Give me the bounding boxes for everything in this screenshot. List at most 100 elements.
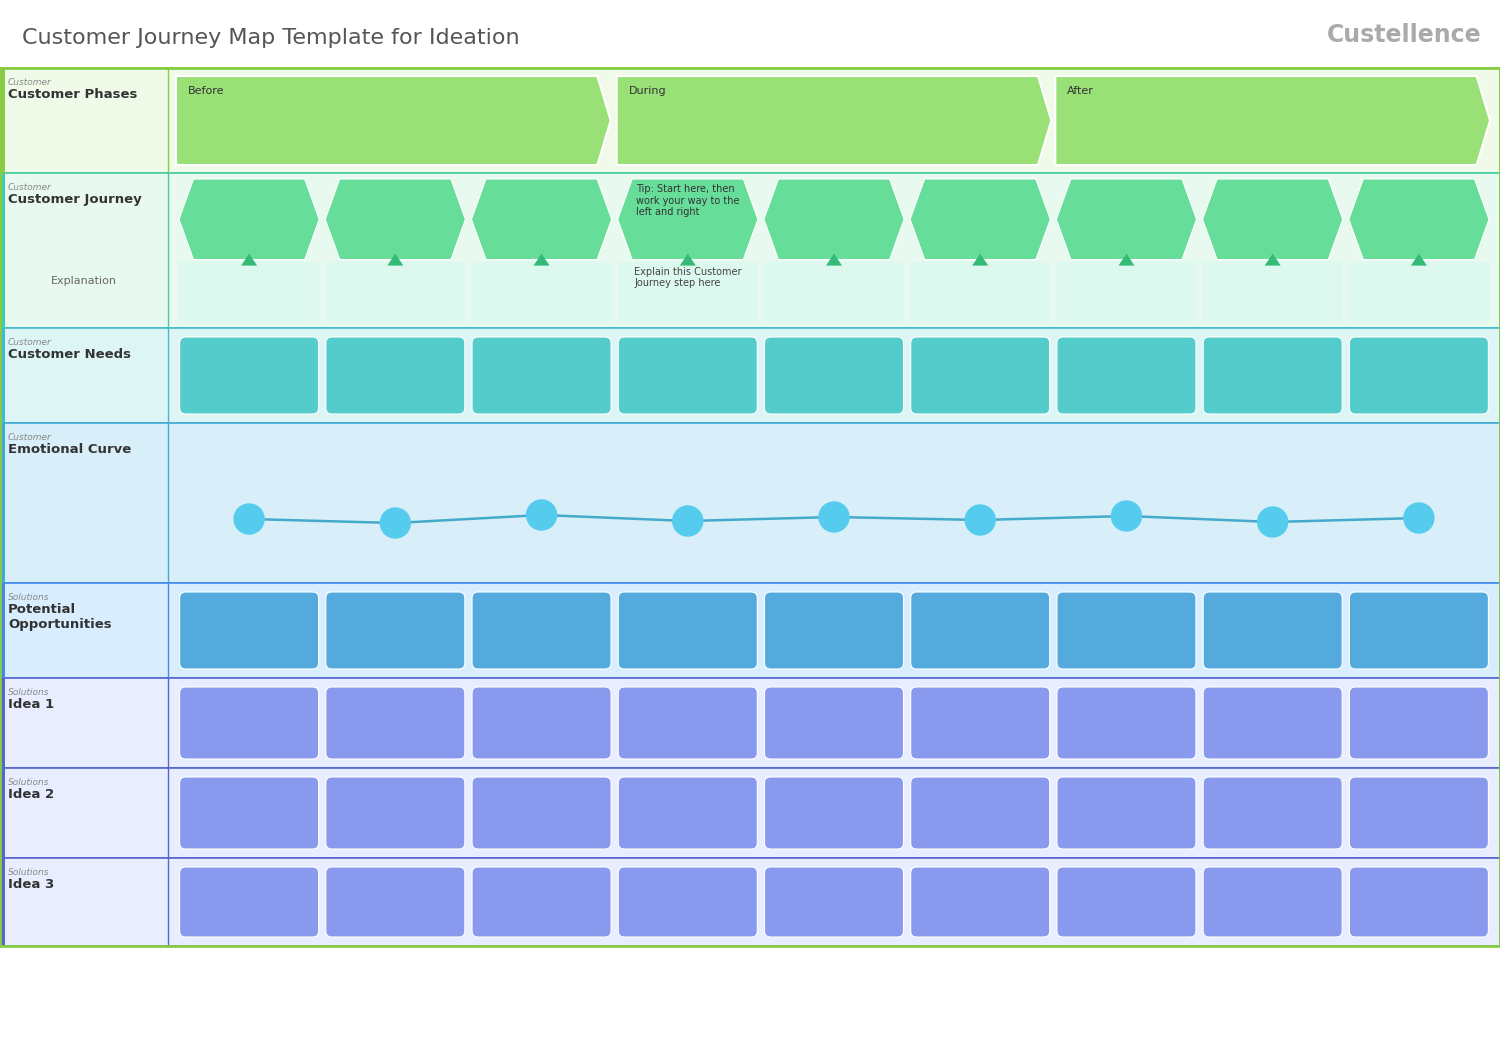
Text: Customer: Customer <box>8 183 51 192</box>
Bar <box>0 583 4 678</box>
Polygon shape <box>972 254 988 266</box>
FancyBboxPatch shape <box>1350 867 1488 937</box>
FancyBboxPatch shape <box>910 687 1050 759</box>
FancyBboxPatch shape <box>1058 337 1196 414</box>
Text: Customer: Customer <box>8 338 51 347</box>
Polygon shape <box>387 254 404 266</box>
Text: Tip: Start here, then
work your way to the
left and right: Tip: Start here, then work your way to t… <box>636 184 740 217</box>
Bar <box>0 678 1500 768</box>
Text: Customer Phases: Customer Phases <box>8 88 138 101</box>
Text: Customer Needs: Customer Needs <box>8 348 130 361</box>
FancyBboxPatch shape <box>326 592 465 669</box>
Bar <box>0 678 4 768</box>
Polygon shape <box>827 254 842 266</box>
Text: Customer Journey Map Template for Ideation: Customer Journey Map Template for Ideati… <box>22 28 519 48</box>
FancyBboxPatch shape <box>764 261 904 322</box>
Polygon shape <box>1056 178 1197 259</box>
Bar <box>0 68 1500 946</box>
Text: Customer Journey: Customer Journey <box>8 193 141 206</box>
Bar <box>0 68 1500 173</box>
Polygon shape <box>1203 178 1342 259</box>
Text: During: During <box>628 86 666 96</box>
Polygon shape <box>1264 254 1281 266</box>
FancyBboxPatch shape <box>765 687 903 759</box>
FancyBboxPatch shape <box>326 337 465 414</box>
FancyBboxPatch shape <box>1350 592 1488 669</box>
FancyBboxPatch shape <box>910 867 1050 937</box>
Polygon shape <box>1119 254 1134 266</box>
Polygon shape <box>178 178 320 259</box>
FancyBboxPatch shape <box>765 777 903 849</box>
Circle shape <box>819 502 849 532</box>
FancyBboxPatch shape <box>180 687 318 759</box>
FancyBboxPatch shape <box>765 337 903 414</box>
Polygon shape <box>680 254 696 266</box>
FancyBboxPatch shape <box>1203 592 1342 669</box>
Text: Solutions: Solutions <box>8 593 50 602</box>
Bar <box>0 173 1500 328</box>
FancyBboxPatch shape <box>1203 777 1342 849</box>
Polygon shape <box>616 76 1052 165</box>
Polygon shape <box>910 178 1050 259</box>
Bar <box>0 858 4 946</box>
FancyBboxPatch shape <box>618 867 758 937</box>
Text: Idea 2: Idea 2 <box>8 788 54 801</box>
FancyBboxPatch shape <box>180 777 318 849</box>
FancyBboxPatch shape <box>910 261 1050 322</box>
FancyBboxPatch shape <box>471 261 612 322</box>
FancyBboxPatch shape <box>910 592 1050 669</box>
FancyBboxPatch shape <box>1056 261 1197 322</box>
Text: Customer: Customer <box>8 78 51 87</box>
Text: Potential
Opportunities: Potential Opportunities <box>8 603 111 631</box>
FancyBboxPatch shape <box>326 261 465 322</box>
Text: Solutions: Solutions <box>8 688 50 697</box>
FancyBboxPatch shape <box>180 867 318 937</box>
Text: Idea 3: Idea 3 <box>8 878 54 891</box>
Polygon shape <box>764 178 904 259</box>
FancyBboxPatch shape <box>910 777 1050 849</box>
Polygon shape <box>1056 76 1490 165</box>
FancyBboxPatch shape <box>472 592 610 669</box>
Bar <box>0 328 1500 423</box>
Circle shape <box>964 505 994 536</box>
FancyBboxPatch shape <box>1203 261 1342 322</box>
Polygon shape <box>242 254 256 266</box>
Bar <box>0 68 4 173</box>
Polygon shape <box>471 178 612 259</box>
FancyBboxPatch shape <box>1058 777 1196 849</box>
FancyBboxPatch shape <box>618 337 758 414</box>
FancyBboxPatch shape <box>472 687 610 759</box>
FancyBboxPatch shape <box>618 592 758 669</box>
FancyBboxPatch shape <box>472 777 610 849</box>
Bar <box>0 858 1500 946</box>
FancyBboxPatch shape <box>765 867 903 937</box>
Text: Solutions: Solutions <box>8 868 50 877</box>
Circle shape <box>234 504 264 534</box>
FancyBboxPatch shape <box>326 867 465 937</box>
Bar <box>0 583 1500 678</box>
Polygon shape <box>1348 178 1490 259</box>
FancyBboxPatch shape <box>1058 687 1196 759</box>
Text: Explain this Customer
Journey step here: Explain this Customer Journey step here <box>634 267 741 288</box>
Bar <box>0 328 4 423</box>
FancyBboxPatch shape <box>1058 867 1196 937</box>
Circle shape <box>1257 507 1287 537</box>
FancyBboxPatch shape <box>326 687 465 759</box>
Circle shape <box>381 508 411 538</box>
Circle shape <box>674 506 704 536</box>
Circle shape <box>1112 501 1142 531</box>
FancyBboxPatch shape <box>1350 687 1488 759</box>
Circle shape <box>1404 503 1434 533</box>
Bar <box>0 423 1500 583</box>
FancyBboxPatch shape <box>178 261 320 322</box>
FancyBboxPatch shape <box>1203 867 1342 937</box>
Bar <box>0 173 4 328</box>
FancyBboxPatch shape <box>1203 687 1342 759</box>
FancyBboxPatch shape <box>180 592 318 669</box>
FancyBboxPatch shape <box>765 592 903 669</box>
Polygon shape <box>618 178 758 259</box>
Text: Custellence: Custellence <box>1328 23 1482 47</box>
FancyBboxPatch shape <box>326 777 465 849</box>
Text: Explanation: Explanation <box>51 276 117 287</box>
FancyBboxPatch shape <box>472 337 610 414</box>
